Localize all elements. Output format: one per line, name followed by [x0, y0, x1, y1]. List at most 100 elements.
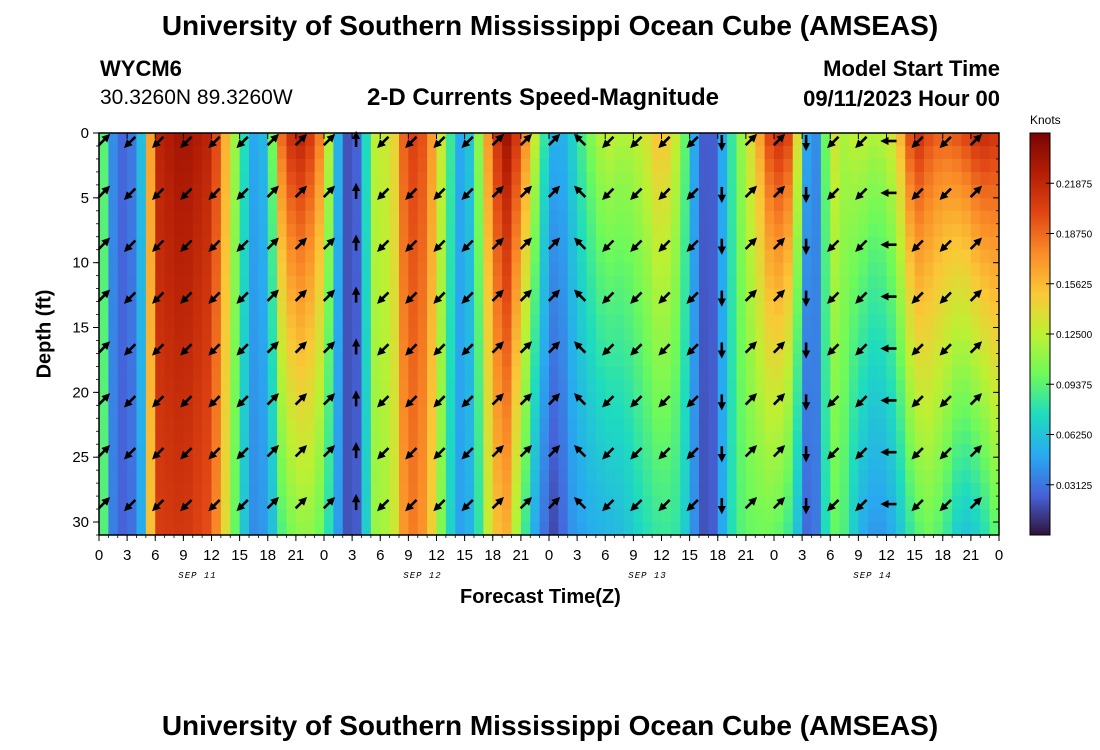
heat-cell — [455, 470, 466, 484]
heat-cell — [389, 405, 400, 419]
heat-cell — [961, 223, 972, 238]
heat-cell — [258, 262, 269, 277]
heat-cell — [699, 522, 709, 535]
heat-cell — [286, 236, 297, 251]
current-arrow — [294, 237, 308, 250]
heat-cell — [858, 327, 869, 342]
heat-cell — [455, 366, 466, 380]
heat-cell — [839, 418, 850, 432]
heat-cell — [389, 509, 400, 523]
heat-cell — [811, 275, 822, 290]
heat-cell — [202, 470, 213, 484]
heat-cell — [586, 301, 597, 316]
heat-cell — [145, 133, 156, 147]
heat-cell — [408, 457, 419, 471]
heat-cell — [520, 418, 531, 432]
heat-cell — [727, 158, 738, 173]
heat-cell — [942, 210, 953, 225]
heat-cell — [333, 457, 344, 471]
heat-cell — [727, 340, 738, 355]
heat-cell — [614, 262, 625, 277]
heat-cell — [333, 133, 344, 147]
heat-cell — [389, 340, 400, 355]
heat-cell — [352, 353, 363, 368]
heat-cell — [436, 457, 447, 471]
heat-cell — [736, 197, 747, 212]
current-arrow — [405, 135, 418, 149]
heat-cell — [520, 431, 531, 445]
current-arrow — [208, 135, 221, 149]
heat-cell — [530, 158, 541, 173]
heat-cell — [792, 133, 803, 147]
heat-cell — [370, 236, 381, 251]
heat-cell — [567, 262, 578, 277]
heat-cell — [980, 418, 991, 432]
heat-cell — [755, 145, 766, 160]
heat-cell — [755, 353, 766, 368]
heat-cell — [267, 405, 278, 419]
heat-cell — [220, 262, 231, 277]
heat-cell — [980, 431, 991, 445]
heat-cell — [314, 158, 325, 173]
heat-cell — [164, 133, 175, 147]
heat-cell — [417, 210, 428, 225]
heat-cell — [624, 262, 634, 277]
heat-cell — [858, 171, 869, 186]
heat-cell — [661, 158, 672, 173]
heat-cell — [905, 431, 916, 445]
heat-cell — [755, 431, 766, 445]
heat-cell — [792, 158, 803, 173]
heat-cell — [708, 392, 719, 406]
heat-cell — [942, 418, 953, 432]
heat-cell — [474, 145, 484, 160]
heat-cell — [792, 522, 803, 535]
heat-cell — [370, 171, 381, 186]
heat-cell — [624, 379, 634, 393]
current-arrow — [969, 496, 983, 510]
heat-cell — [961, 405, 972, 419]
heat-cell — [670, 405, 681, 419]
heat-cell — [286, 145, 297, 160]
heat-cell — [539, 184, 550, 199]
heat-cell — [595, 327, 606, 342]
heat-cell — [202, 496, 213, 510]
heat-cell — [464, 457, 475, 471]
heat-cell — [708, 379, 719, 393]
heat-cell — [558, 353, 569, 368]
heat-cell — [708, 288, 719, 303]
heat-cell — [492, 327, 503, 342]
heat-cell — [277, 184, 288, 199]
heat-cell — [867, 275, 878, 290]
heat-cell — [924, 431, 934, 445]
heat-cell — [464, 366, 475, 380]
heat-cell — [633, 197, 644, 212]
heat-cell — [511, 171, 522, 186]
heat-cell — [249, 145, 259, 160]
heat-cell — [417, 301, 428, 316]
heat-cell — [867, 184, 878, 199]
heat-cell — [699, 470, 709, 484]
heat-cell — [502, 145, 513, 160]
heat-cell — [961, 314, 972, 329]
heat-cell — [727, 133, 738, 147]
heat-cell — [192, 249, 203, 264]
colorbar-tick-label: 0.15625 — [1056, 280, 1093, 291]
heat-cell — [286, 444, 297, 458]
heat-cell — [408, 431, 419, 445]
heat-cell — [427, 171, 438, 186]
heat-cell — [295, 223, 306, 238]
current-arrow — [266, 445, 279, 458]
heat-cell — [530, 483, 541, 497]
heat-cell — [652, 470, 663, 484]
heat-cell — [989, 457, 999, 471]
heat-cell — [474, 340, 484, 355]
heat-cell — [614, 249, 625, 264]
heat-cell — [286, 340, 297, 355]
heat-cell — [952, 327, 963, 342]
heat-cell — [736, 392, 747, 406]
heat-cell — [483, 405, 494, 419]
heat-cell — [783, 444, 794, 458]
heat-cell — [445, 171, 456, 186]
heat-cell — [192, 314, 203, 329]
